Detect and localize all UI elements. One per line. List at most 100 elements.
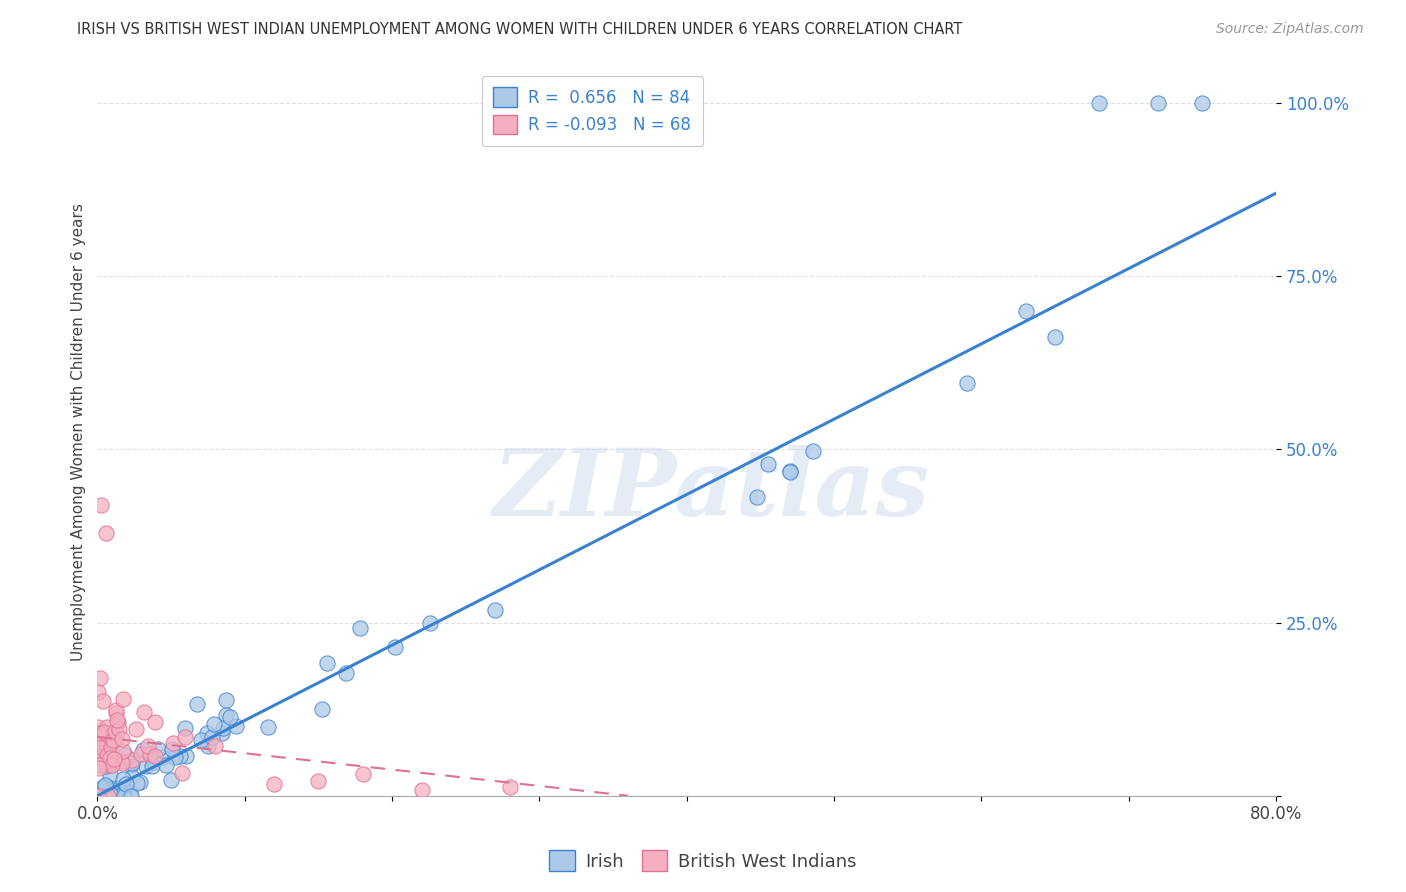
Point bbox=[103, 789, 125, 803]
Point bbox=[87, 729, 110, 743]
Legend: R =  0.656   N = 84, R = -0.093   N = 68: R = 0.656 N = 84, R = -0.093 N = 68 bbox=[482, 76, 703, 146]
Point bbox=[121, 753, 143, 767]
Point bbox=[135, 759, 157, 773]
Point bbox=[212, 722, 235, 736]
Point bbox=[1043, 329, 1066, 343]
Point bbox=[1088, 96, 1111, 111]
Point bbox=[143, 755, 166, 769]
Point bbox=[174, 749, 197, 764]
Point bbox=[98, 780, 121, 795]
Point bbox=[89, 671, 111, 685]
Point bbox=[90, 731, 112, 745]
Point bbox=[257, 720, 280, 734]
Point bbox=[103, 752, 125, 766]
Point bbox=[90, 789, 112, 803]
Point bbox=[112, 692, 135, 706]
Point bbox=[105, 713, 128, 727]
Point bbox=[352, 766, 374, 780]
Point bbox=[87, 789, 110, 803]
Point bbox=[93, 779, 115, 793]
Point bbox=[96, 739, 118, 754]
Point bbox=[143, 748, 166, 763]
Point bbox=[139, 747, 162, 761]
Point bbox=[87, 739, 110, 754]
Point bbox=[163, 749, 186, 764]
Point bbox=[91, 789, 114, 803]
Point bbox=[96, 720, 118, 734]
Point bbox=[100, 788, 122, 802]
Point bbox=[190, 733, 212, 747]
Point bbox=[155, 758, 177, 772]
Point bbox=[197, 739, 219, 754]
Point bbox=[152, 750, 174, 764]
Point bbox=[87, 789, 110, 803]
Point bbox=[204, 739, 226, 754]
Point bbox=[90, 731, 112, 746]
Point bbox=[172, 766, 194, 780]
Point bbox=[134, 705, 156, 719]
Point bbox=[111, 772, 134, 786]
Point bbox=[111, 756, 134, 770]
Point bbox=[215, 707, 238, 722]
Point bbox=[484, 602, 506, 616]
Point bbox=[93, 789, 115, 803]
Point bbox=[107, 789, 129, 803]
Point bbox=[499, 780, 522, 794]
Point bbox=[101, 758, 124, 772]
Point bbox=[129, 747, 152, 762]
Point bbox=[956, 376, 979, 390]
Point bbox=[120, 756, 142, 770]
Point bbox=[186, 697, 208, 711]
Point bbox=[162, 736, 184, 750]
Point bbox=[87, 685, 110, 699]
Point bbox=[107, 715, 129, 730]
Point bbox=[89, 740, 111, 755]
Point bbox=[148, 742, 170, 756]
Point bbox=[779, 466, 801, 480]
Point bbox=[100, 782, 122, 797]
Point bbox=[89, 749, 111, 764]
Point bbox=[98, 739, 121, 753]
Point bbox=[801, 444, 824, 458]
Point bbox=[215, 692, 238, 706]
Point bbox=[97, 789, 120, 803]
Point bbox=[93, 789, 115, 803]
Point bbox=[100, 740, 122, 755]
Point bbox=[169, 749, 191, 764]
Point bbox=[141, 758, 163, 772]
Point bbox=[745, 490, 768, 504]
Point bbox=[87, 761, 110, 775]
Point bbox=[89, 726, 111, 740]
Point bbox=[120, 787, 142, 801]
Point bbox=[105, 703, 128, 717]
Point bbox=[91, 693, 114, 707]
Point bbox=[263, 777, 285, 791]
Point bbox=[307, 774, 329, 789]
Point bbox=[96, 751, 118, 765]
Point bbox=[1147, 96, 1170, 111]
Point bbox=[93, 780, 115, 794]
Point bbox=[104, 789, 127, 803]
Point bbox=[111, 731, 134, 746]
Point bbox=[87, 744, 110, 758]
Point bbox=[311, 702, 333, 716]
Point bbox=[127, 776, 149, 790]
Point bbox=[131, 743, 153, 757]
Point bbox=[349, 621, 371, 635]
Point bbox=[114, 748, 136, 763]
Point bbox=[90, 498, 112, 512]
Point bbox=[90, 736, 112, 750]
Point bbox=[120, 758, 142, 772]
Point bbox=[108, 781, 131, 796]
Point bbox=[89, 789, 111, 803]
Point bbox=[98, 758, 121, 772]
Point bbox=[89, 733, 111, 747]
Point bbox=[96, 748, 118, 763]
Point bbox=[225, 719, 247, 733]
Point bbox=[104, 724, 127, 739]
Point bbox=[94, 755, 117, 769]
Point bbox=[218, 710, 240, 724]
Point bbox=[1014, 303, 1036, 318]
Point bbox=[112, 789, 135, 803]
Point bbox=[419, 616, 441, 631]
